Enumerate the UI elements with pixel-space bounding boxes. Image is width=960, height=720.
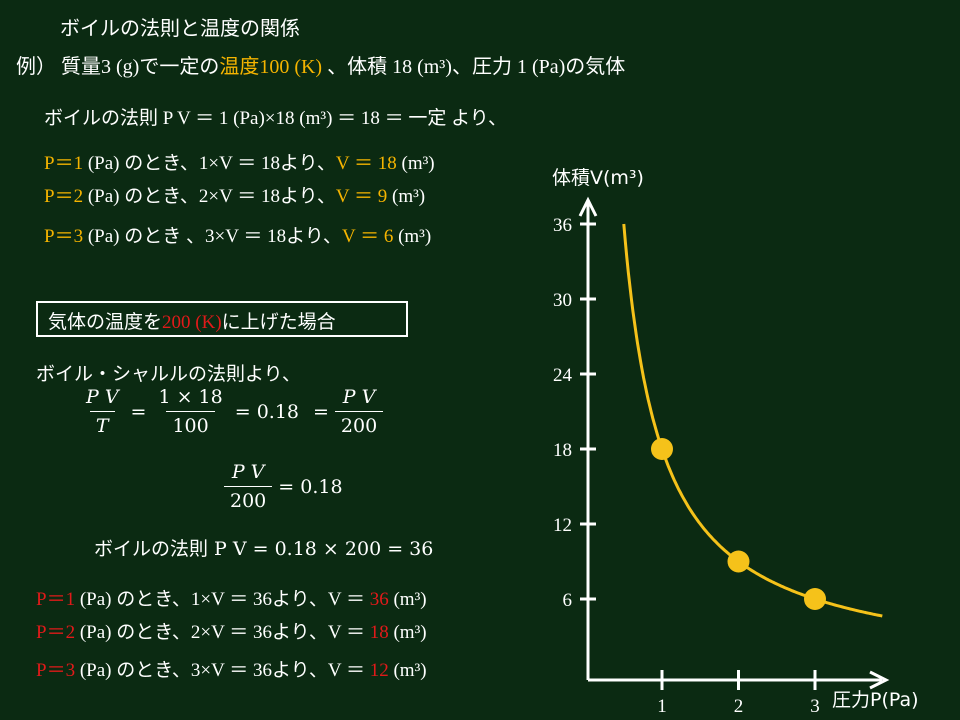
x-tick-label: 2: [734, 696, 744, 717]
case2-row-volume: 36: [369, 589, 389, 610]
charles-law-line: ボイル・シャルルの法則より、: [36, 363, 301, 385]
box-value: 200 (K): [162, 312, 222, 333]
temperature-box: 気体の温度を200 (K)に上げた場合: [36, 301, 408, 337]
y-tick-label: 12: [553, 515, 572, 536]
case1-row-text: (Pa) のとき、2×V ＝ 18より、: [83, 186, 336, 207]
example-temp-label: 温度: [219, 54, 260, 78]
case1-row-volume: V ＝ 9: [335, 186, 388, 207]
y-tick-label: 24: [553, 365, 573, 386]
box-post: に上げた場合: [221, 311, 336, 333]
y-axis-label: 体積V(m³): [552, 167, 644, 189]
case1-row-1: P＝1 (Pa) のとき、1×V ＝ 18より、V ＝ 18 (m³): [44, 148, 435, 175]
pv-curve: [622, 223, 883, 618]
x-tick-label: 1: [657, 696, 667, 717]
case1-row-unit: (m³): [396, 153, 435, 174]
example-temp-value: 100 (K): [259, 56, 323, 78]
case1-row-2: P＝2 (Pa) のとき、2×V ＝ 18より、V ＝ 9 (m³): [44, 181, 425, 208]
case1-row-3: P＝3 (Pa) のとき 、3×V ＝ 18より、V ＝ 6 (m³): [44, 221, 431, 248]
y-tick-label: 18: [553, 440, 572, 461]
x-axis-arrow: [869, 670, 890, 690]
case2-row-2: P＝2 (Pa) のとき、2×V ＝ 36より、V ＝ 18 (m³): [36, 617, 427, 644]
eq2-rhs: = 0.18: [278, 475, 343, 498]
case2-row-unit: (m³): [388, 622, 427, 643]
boyle-law-line: ボイルの法則 P V ＝ 1 (Pa)×18 (m³) ＝ 18 ＝ 一定 より…: [44, 108, 508, 129]
eq1-denominator-3: 200: [334, 411, 384, 437]
case2-row-pressure: P＝2: [36, 622, 76, 643]
case1-row-pressure: P＝2: [44, 186, 84, 207]
case1-row-text: (Pa) のとき 、3×V ＝ 18より、: [83, 226, 342, 247]
y-tick-label: 36: [553, 215, 572, 236]
example-line: 例） 質量3 (g)で一定の温度100 (K) 、体積 18 (m³)、圧力 1…: [16, 50, 625, 79]
case2-row-pressure: P＝3: [36, 660, 76, 681]
eq1-mid: = 0.18: [234, 400, 299, 423]
case1-row-text: (Pa) のとき、1×V ＝ 18より、: [83, 153, 336, 174]
case1-row-volume: V ＝ 18: [335, 153, 397, 174]
example-rest: 、体積 18 (m³)、圧力 1 (Pa)の気体: [322, 56, 626, 78]
case2-row-volume: 18: [369, 622, 389, 643]
case1-row-unit: (m³): [387, 186, 426, 207]
example-mid: 質量3 (g)で一定の: [56, 56, 220, 78]
x-axis-label: 圧力P(Pa): [832, 689, 919, 711]
x-tick-label: 3: [810, 696, 820, 717]
equation-1: P V T = 1 × 18 100 = 0.18 = P V 200: [74, 386, 389, 437]
y-tick-label: 30: [553, 290, 572, 311]
case2-row-unit: (m³): [388, 589, 427, 610]
page-title: ボイルの法則と温度の関係: [60, 16, 300, 40]
box-pre: 気体の温度を: [48, 311, 163, 333]
eq2-denominator: 200: [224, 486, 273, 512]
eq1-numerator-3: P V: [342, 386, 376, 408]
case2-row-text: (Pa) のとき、3×V ＝ 36より、V ＝: [75, 660, 370, 681]
case1-row-pressure: P＝3: [44, 226, 84, 247]
example-prefix: 例）: [16, 54, 56, 78]
case2-row-unit: (m³): [388, 660, 427, 681]
case2-row-1: P＝1 (Pa) のとき、1×V ＝ 36より、V ＝ 36 (m³): [36, 584, 427, 611]
case2-row-volume: 12: [369, 660, 389, 681]
eq1-equals-a: =: [130, 400, 147, 423]
case1-row-pressure: P＝1: [44, 153, 84, 174]
case2-row-text: (Pa) のとき、2×V ＝ 36より、V ＝: [75, 622, 370, 643]
data-point: [651, 438, 673, 460]
data-point: [727, 550, 750, 573]
case1-row-volume: V ＝ 6: [341, 226, 394, 247]
case1-row-unit: (m³): [393, 226, 432, 247]
eq1-equals-b: =: [313, 400, 329, 423]
case2-row-pressure: P＝1: [36, 589, 76, 610]
eq1-numerator-2: 1 × 18: [158, 386, 223, 408]
data-point: [804, 588, 826, 610]
y-tick-label: 6: [563, 590, 573, 611]
y-axis-arrow: [578, 196, 598, 217]
case2-row-3: P＝3 (Pa) のとき、3×V ＝ 36より、V ＝ 12 (m³): [36, 655, 427, 682]
eq2-numerator: P V: [231, 461, 265, 483]
eq1-denominator-2: 100: [166, 411, 215, 437]
case2-row-text: (Pa) のとき、1×V ＝ 36より、V ＝: [75, 589, 370, 610]
eq1-denominator-1: T: [89, 411, 115, 437]
eq1-numerator-1: P V: [86, 386, 119, 408]
boyle-law-line-2: ボイルの法則 P V = 0.18 × 200 = 36: [94, 538, 434, 560]
equation-2: P V 200 = 0.18: [218, 461, 343, 512]
